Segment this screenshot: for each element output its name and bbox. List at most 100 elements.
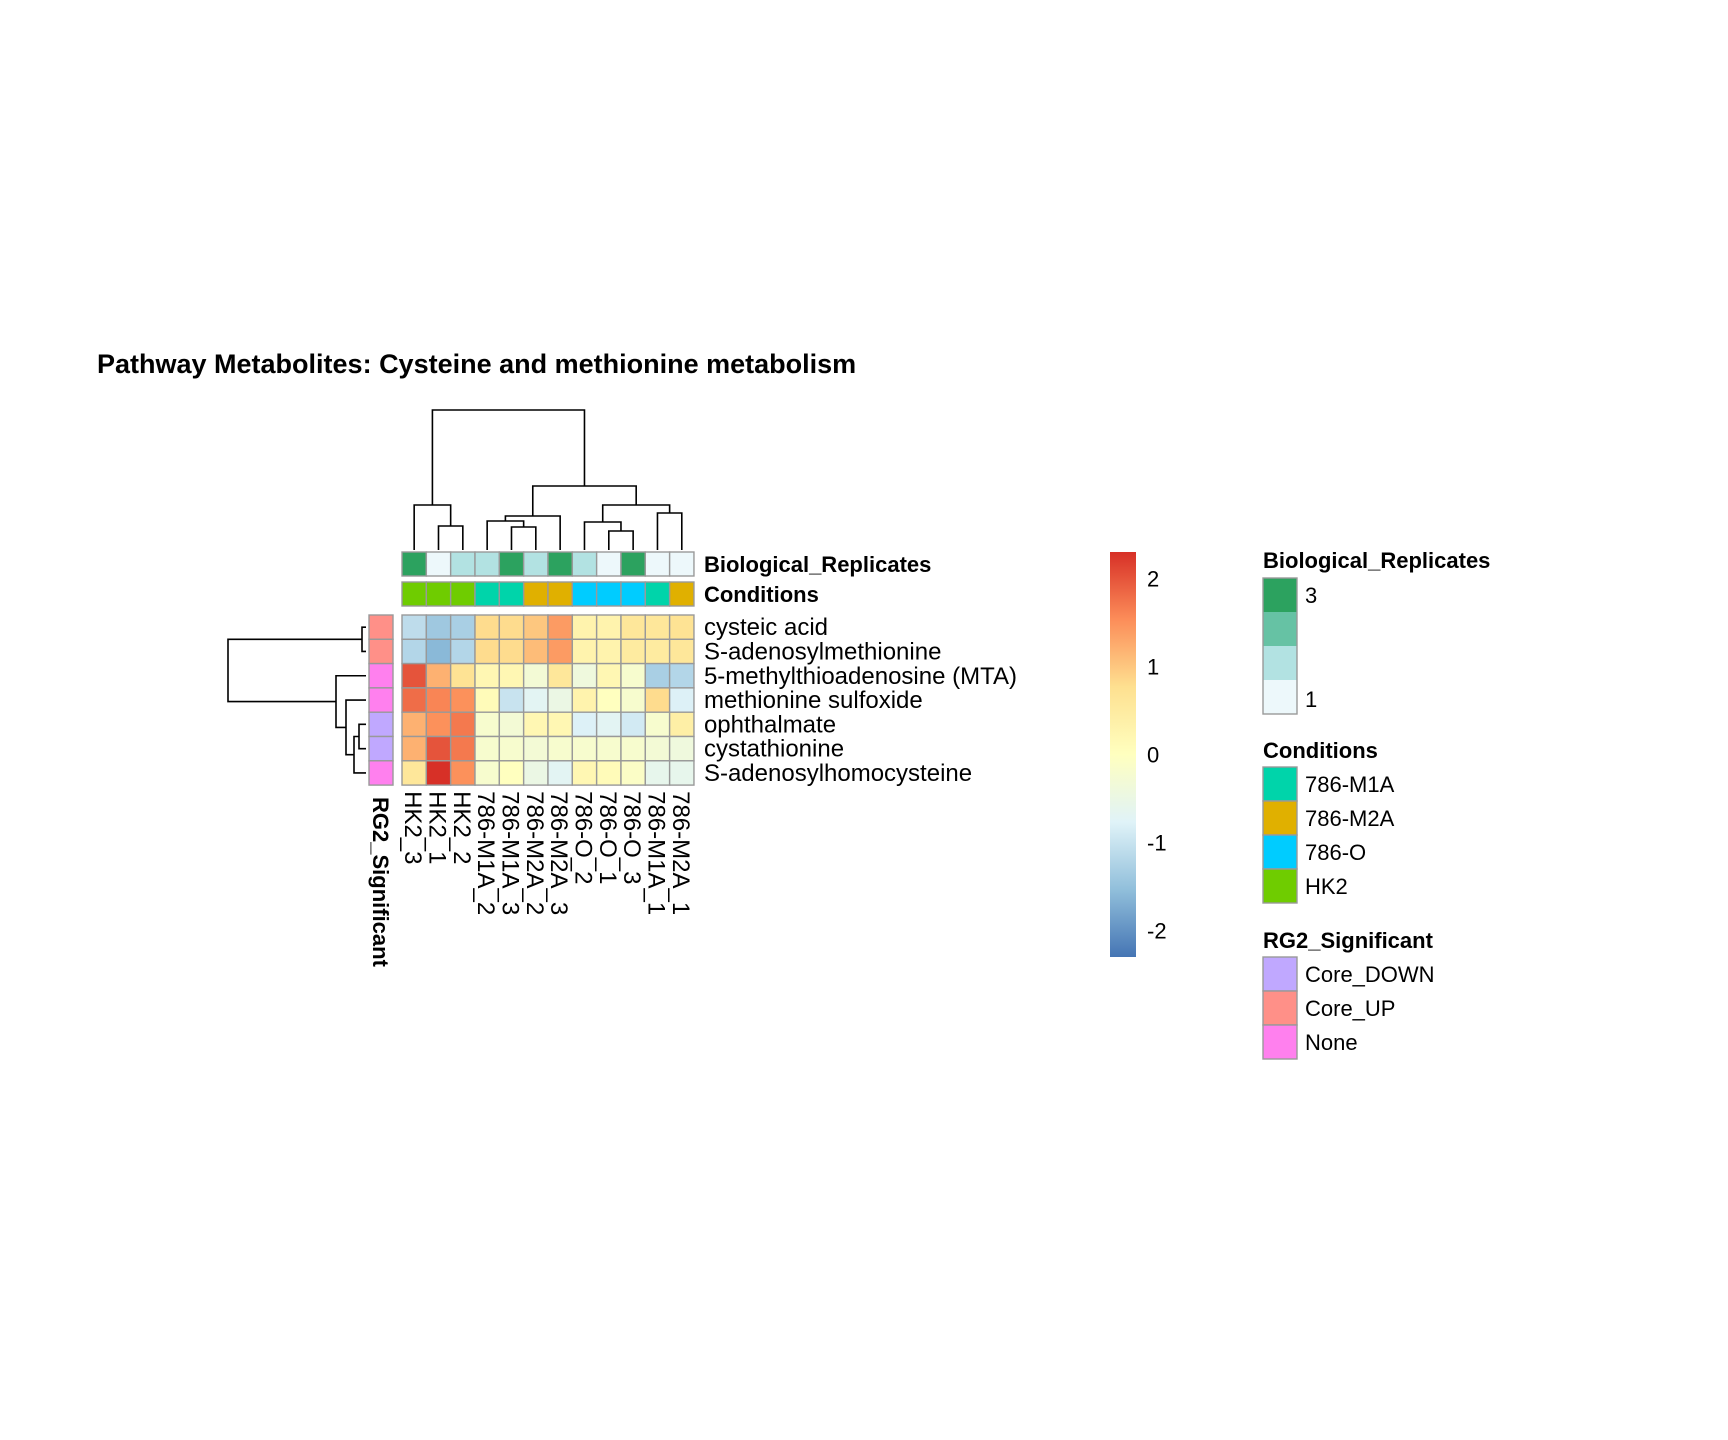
- annotation-label: Biological_Replicates: [704, 552, 931, 577]
- column-dendrogram: [413, 409, 683, 550]
- column-label: 786-O_2: [569, 791, 596, 884]
- annotation-cell: [522, 551, 549, 577]
- annotation-cell: [571, 581, 598, 607]
- heatmap-cell: [522, 760, 549, 786]
- annotation-cell: [449, 581, 476, 607]
- legend-title: Biological_Replicates: [1263, 548, 1490, 573]
- legend-frame: [1262, 577, 1298, 715]
- heatmap-cell: [522, 614, 549, 640]
- heatmap-cell: [401, 638, 428, 665]
- legend-swatch: [1263, 612, 1297, 646]
- heatmap-cell: [449, 687, 476, 713]
- legend-swatch: [1263, 646, 1297, 680]
- annotation-cell: [368, 687, 394, 713]
- row-label: ophthalmate: [704, 711, 836, 738]
- column-label: 786-O_3: [618, 791, 645, 884]
- row-label: methionine sulfoxide: [704, 687, 923, 714]
- heatmap-cell: [668, 735, 695, 762]
- annotation-cell: [522, 581, 549, 607]
- heatmap-cell: [401, 614, 428, 640]
- column-label: 786-M2A_1: [667, 791, 694, 915]
- dendrogram-branch: [335, 674, 366, 729]
- annotation-cell: [620, 551, 646, 577]
- heatmap-cell: [498, 760, 525, 786]
- annotation-cell: [668, 551, 695, 577]
- annotation-label: Conditions: [704, 582, 819, 607]
- annotation-cell: [644, 581, 671, 607]
- heatmap-cell: [498, 614, 525, 640]
- annotation-cell: [425, 551, 452, 577]
- color-scale-bar: [1110, 552, 1136, 957]
- heatmap-cell: [474, 662, 501, 689]
- heatmap-cell: [401, 760, 428, 786]
- annotation-cell: [368, 614, 394, 640]
- dendrogram-branch: [486, 520, 525, 550]
- heatmap-cell: [595, 735, 622, 762]
- legend-swatch: [1262, 834, 1298, 870]
- color-scale-tick: -2: [1147, 919, 1167, 944]
- legend-title: RG2_Significant: [1263, 928, 1434, 953]
- legend-swatch: [1262, 766, 1298, 802]
- heatmap-cell: [547, 760, 574, 786]
- heatmap-cell: [498, 711, 525, 738]
- legend-label: 1: [1305, 687, 1317, 712]
- heatmap-cell: [425, 711, 452, 738]
- annotation-cell: [368, 735, 394, 762]
- annotation-cell: [401, 551, 428, 577]
- legend-swatch: [1263, 680, 1297, 714]
- annotation-cell: [425, 581, 452, 607]
- dendrogram-branch: [227, 638, 362, 703]
- heatmap-cell: [571, 614, 598, 640]
- heatmap-cell: [620, 760, 646, 786]
- heatmap-cell: [644, 711, 671, 738]
- heatmap-cell: [571, 687, 598, 713]
- dendrogram-branch: [608, 530, 634, 550]
- row-annotation-label: RG2_Significant: [368, 797, 393, 968]
- annotation-cell: [368, 760, 394, 786]
- dendrogram-branch: [431, 409, 586, 505]
- heatmap-cell: [401, 687, 428, 713]
- heatmap-cell: [449, 638, 476, 665]
- heatmap-cell: [449, 735, 476, 762]
- heatmap-cell: [425, 638, 452, 665]
- heatmap-cell: [522, 638, 549, 665]
- column-label: HK2_2: [448, 791, 475, 864]
- dendrogram-branch: [437, 525, 464, 550]
- heatmap-cell: [620, 614, 646, 640]
- column-annotations: Biological_Replicates Conditions: [401, 551, 931, 607]
- column-labels: HK2_3HK2_1HK2_2786-M1A_2786-M1A_3786-M2A…: [399, 791, 694, 915]
- heatmap-cell: [595, 662, 622, 689]
- dendrogram-branch: [531, 485, 637, 516]
- heatmap-cell: [547, 638, 574, 665]
- heatmap-cell: [449, 760, 476, 786]
- heatmap-cell: [571, 711, 598, 738]
- annotation-cell: [547, 581, 574, 607]
- legend-swatch: [1262, 956, 1298, 992]
- heatmap-cell: [522, 662, 549, 689]
- dendrogram-branch: [413, 504, 452, 550]
- row-label: 5-methylthioadenosine (MTA): [704, 663, 1017, 690]
- dendrogram-branch: [656, 512, 683, 550]
- annotation-cell: [474, 551, 501, 577]
- heatmap-cell: [425, 687, 452, 713]
- heatmap-cells: [401, 614, 695, 786]
- dendrogram-branch: [353, 735, 366, 774]
- heatmap-cell: [644, 687, 671, 713]
- heatmap-cell: [498, 662, 525, 689]
- heatmap-cell: [522, 687, 549, 713]
- heatmap-cell: [644, 735, 671, 762]
- heatmap-cell: [401, 735, 428, 762]
- row-labels: cysteic acidS-adenosylmethionine5-methyl…: [704, 614, 1017, 787]
- heatmap-cell: [547, 662, 574, 689]
- heatmap-cell: [449, 614, 476, 640]
- heatmap-cell: [595, 687, 622, 713]
- heatmap-cell: [474, 614, 501, 640]
- heatmap-cell: [595, 638, 622, 665]
- heatmap-cell: [547, 687, 574, 713]
- row-dendrogram: [227, 626, 366, 774]
- legend-label: 786-M1A: [1305, 772, 1395, 797]
- heatmap-cell: [595, 711, 622, 738]
- heatmap-cell: [620, 735, 646, 762]
- annotation-cell: [644, 551, 671, 577]
